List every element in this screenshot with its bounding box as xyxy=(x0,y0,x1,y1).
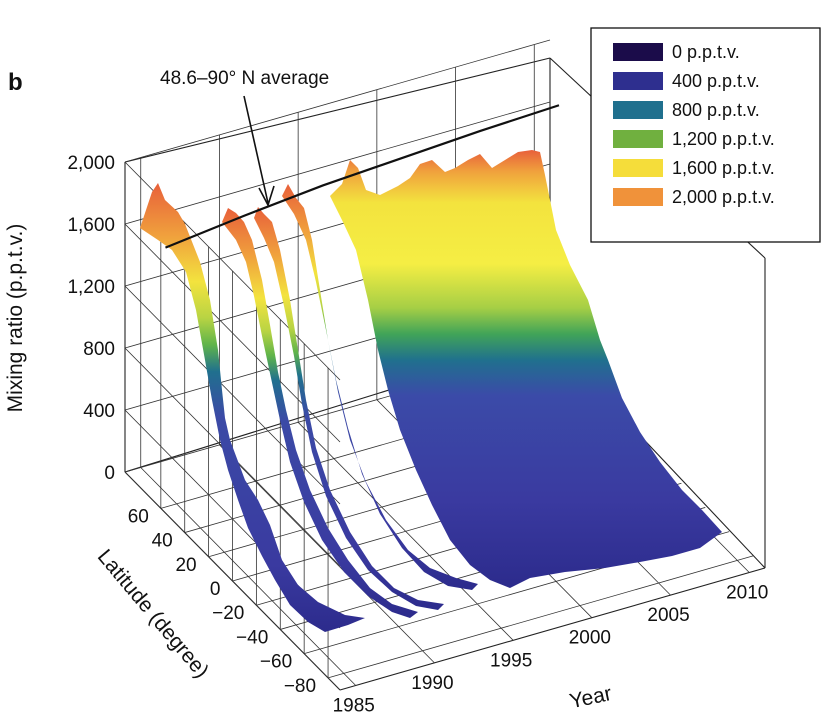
year-tick-labels: 1985 1990 1995 2000 2005 2010 xyxy=(333,583,769,717)
legend-label: 0 p.p.t.v. xyxy=(672,42,740,62)
latitude-tick-label: 20 xyxy=(175,555,196,576)
legend-label: 800 p.p.t.v. xyxy=(672,100,760,120)
legend-swatch xyxy=(613,159,663,177)
z-tick-label: 400 xyxy=(83,401,115,422)
legend-label: 1,600 p.p.t.v. xyxy=(672,158,775,178)
grid-edge xyxy=(339,567,766,691)
legend-label: 400 p.p.t.v. xyxy=(672,71,760,91)
grid-line-lat xyxy=(327,555,754,679)
latitude-tick-label: −40 xyxy=(236,627,268,648)
year-tick-label: 2005 xyxy=(647,605,689,626)
grid-line-year xyxy=(297,422,514,641)
latitude-tick-label: 40 xyxy=(152,531,173,552)
surface-strip-1988b xyxy=(254,207,444,610)
z-tick-labels: 0 400 800 1,200 1,600 2,000 xyxy=(67,153,115,484)
latitude-tick-label: −80 xyxy=(284,676,316,697)
surface-strip-1985 xyxy=(140,183,365,632)
panel-label: b xyxy=(8,69,23,96)
latitude-tick-label: −20 xyxy=(212,603,244,624)
z-tick-label: 1,600 xyxy=(67,215,115,236)
latitude-tick-label: 60 xyxy=(128,506,149,527)
grid-line-z xyxy=(124,101,551,225)
year-tick-label: 2010 xyxy=(726,583,768,604)
surface-main xyxy=(330,150,722,588)
year-axis-label: Year xyxy=(568,682,614,713)
legend-swatch xyxy=(613,43,663,61)
grid-line-year xyxy=(219,444,435,664)
annotation-label: 48.6–90° N average xyxy=(160,68,329,89)
annotation-arrow xyxy=(243,95,275,208)
average-line xyxy=(165,104,560,249)
year-tick-label: 1985 xyxy=(333,695,375,716)
grid-edge xyxy=(124,57,551,163)
legend: 0 p.p.t.v. 400 p.p.t.v. 800 p.p.t.v. 1,200 … xyxy=(590,27,821,243)
z-tick-label: 1,200 xyxy=(67,277,115,298)
year-tick-label: 1995 xyxy=(490,650,532,671)
grid-line-z xyxy=(124,39,551,163)
legend-swatch xyxy=(613,130,663,148)
z-tick-label: 800 xyxy=(83,339,115,360)
surface-strip-1990 xyxy=(282,184,478,590)
latitude-tick-label: 0 xyxy=(210,579,221,600)
legend-label: 1,200 p.p.t.v. xyxy=(672,129,775,149)
z-axis-label: Mixing ratio (p.p.t.v.) xyxy=(4,224,27,413)
legend-swatch xyxy=(613,101,663,119)
surface-strip-1988a xyxy=(222,208,418,618)
legend-label: 2,000 p.p.t.v. xyxy=(672,187,775,207)
surface xyxy=(140,150,722,632)
grid-line-year xyxy=(140,467,357,686)
legend-swatch xyxy=(613,188,663,206)
z-tick-label: 0 xyxy=(104,463,115,484)
year-tick-label: 2000 xyxy=(569,628,611,649)
z-tick-label: 2,000 xyxy=(67,153,115,174)
legend-swatch xyxy=(613,72,663,90)
year-tick-label: 1990 xyxy=(411,673,453,694)
latitude-tick-label: −60 xyxy=(260,652,292,673)
